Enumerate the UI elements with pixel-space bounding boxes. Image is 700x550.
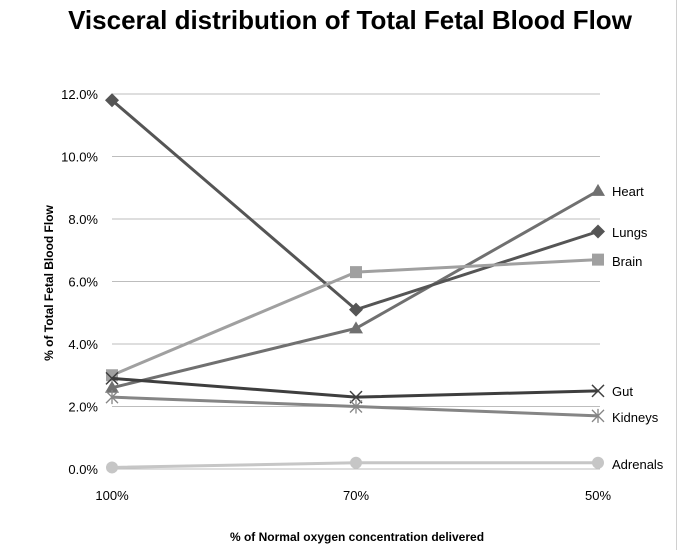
y-axis-title: % of Total Fetal Blood Flow (42, 204, 56, 360)
series-label-gut: Gut (612, 384, 633, 399)
series-line (111, 376, 599, 399)
x-axis-ticks: 100% 70% 50% (95, 488, 611, 503)
data-point (105, 390, 119, 405)
data-point (349, 321, 363, 334)
data-point (350, 266, 362, 279)
series-adrenals (106, 456, 604, 474)
y-tick-label: 2.0% (68, 400, 98, 415)
series-label-kidneys: Kidneys (612, 410, 659, 425)
series-line (111, 99, 599, 312)
data-point (349, 302, 363, 317)
data-point (106, 461, 118, 474)
series (105, 93, 605, 474)
image-edge-divider (676, 0, 677, 550)
chart-title: Visceral distribution of Total Fetal Blo… (68, 5, 632, 35)
data-point (105, 380, 119, 393)
series-brain (106, 253, 604, 382)
x-tick-label: 50% (585, 488, 611, 503)
series-label-heart: Heart (612, 184, 644, 199)
data-point (105, 371, 119, 385)
series-lungs (105, 93, 605, 317)
y-tick-label: 8.0% (68, 212, 98, 227)
series-heart (105, 183, 605, 393)
series-labels: Heart Lungs Brain Gut Kidneys Adrenals (612, 184, 664, 472)
y-tick-label: 10.0% (61, 150, 98, 165)
data-point (591, 408, 605, 423)
data-point (350, 456, 362, 469)
data-point (591, 224, 605, 239)
y-tick-label: 4.0% (68, 337, 98, 352)
data-point (592, 253, 604, 266)
series-label-adrenals: Adrenals (612, 457, 664, 472)
data-point (105, 93, 119, 108)
series-label-brain: Brain (612, 254, 642, 269)
x-axis-title: % of Normal oxygen concentration deliver… (230, 530, 484, 544)
data-point (349, 399, 363, 414)
data-point (349, 390, 363, 404)
y-tick-label: 12.0% (61, 87, 98, 102)
data-point (591, 183, 605, 196)
x-tick-label: 70% (343, 488, 369, 503)
series-gut (105, 371, 605, 404)
y-axis-ticks: 0.0% 2.0% 4.0% 6.0% 8.0% 10.0% 12.0% (61, 87, 98, 477)
series-line (111, 189, 599, 390)
gridlines (112, 93, 600, 470)
series-kidneys (105, 390, 605, 423)
series-label-lungs: Lungs (612, 225, 648, 240)
data-point (592, 456, 604, 469)
data-point (591, 384, 605, 398)
x-tick-label: 100% (95, 488, 129, 503)
y-tick-label: 0.0% (68, 462, 98, 477)
y-tick-label: 6.0% (68, 275, 98, 290)
